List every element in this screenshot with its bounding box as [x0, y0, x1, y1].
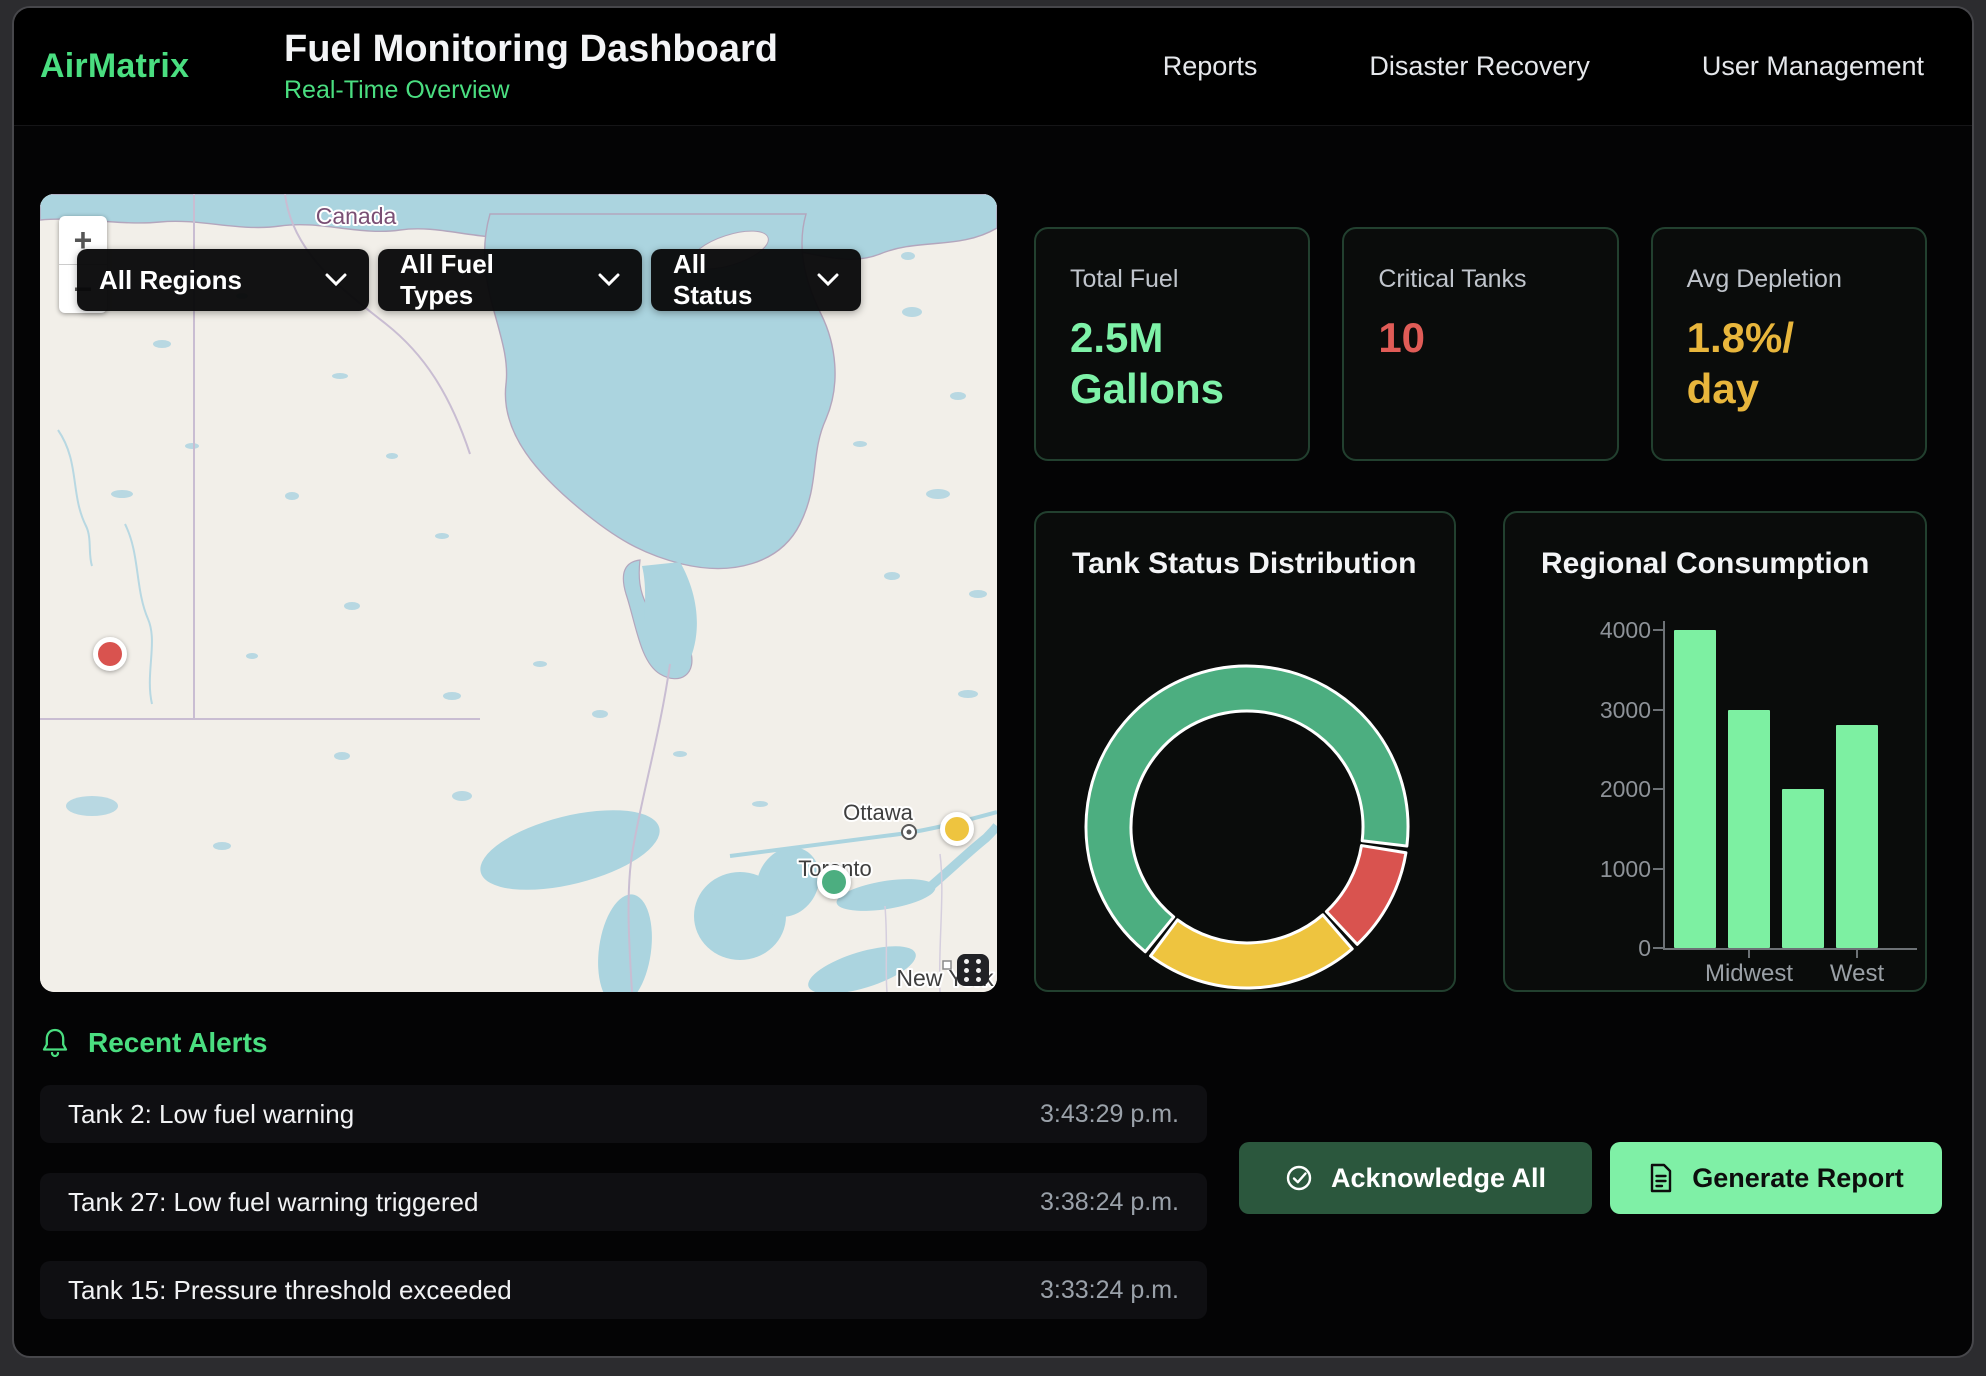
regional-consumption-card: Regional Consumption 01000200030004000Mi… [1503, 511, 1927, 992]
map-filters: All Regions All Fuel Types All Status [77, 249, 861, 311]
chevron-down-icon [598, 273, 620, 287]
kpi-avg-depletion: Avg Depletion 1.8%/day [1651, 227, 1927, 461]
fuel-filter-value: All Fuel Types [400, 249, 572, 311]
alert-message: Tank 2: Low fuel warning [68, 1099, 354, 1130]
kpi-label: Avg Depletion [1687, 265, 1891, 294]
bar-Midwest [1728, 710, 1770, 949]
tank-marker-warning[interactable] [940, 812, 974, 846]
kpi-value: 1.8%/day [1687, 312, 1891, 414]
region-filter-dropdown[interactable]: All Regions [77, 249, 369, 311]
status-filter-dropdown[interactable]: All Status [651, 249, 861, 311]
alert-row[interactable]: Tank 2: Low fuel warning 3:43:29 p.m. [40, 1085, 1207, 1143]
bar-West [1836, 725, 1878, 948]
bar-region-3 [1782, 789, 1824, 948]
tank-marker-normal[interactable] [817, 865, 851, 899]
tank-status-distribution-card: Tank Status Distribution [1034, 511, 1456, 992]
kpi-critical-tanks: Critical Tanks 10 [1342, 227, 1618, 461]
kpi-label: Total Fuel [1070, 265, 1274, 294]
map-drag-handle-icon[interactable] [957, 954, 989, 986]
report-document-icon [1648, 1163, 1674, 1193]
alert-timestamp: 3:43:29 p.m. [1040, 1100, 1179, 1129]
map-label-ottawa: Ottawa [843, 800, 913, 825]
kpi-value: 2.5MGallons [1070, 312, 1274, 414]
map-label-canada: Canada [316, 203, 397, 229]
chart-title: Tank Status Distribution [1072, 547, 1416, 581]
tank-marker-critical[interactable] [93, 637, 127, 671]
nav-item-reports[interactable]: Reports [1163, 51, 1258, 82]
check-circle-icon [1285, 1164, 1313, 1192]
map-canvas[interactable]: Canada Ottawa Toronto New York [40, 194, 997, 992]
generate-report-button[interactable]: Generate Report [1610, 1142, 1942, 1214]
generate-report-label: Generate Report [1692, 1163, 1904, 1194]
acknowledge-all-label: Acknowledge All [1331, 1163, 1546, 1194]
kpi-label: Critical Tanks [1378, 265, 1582, 294]
map-panel: Canada Ottawa Toronto New York + − All R… [40, 194, 997, 992]
fuel-type-filter-dropdown[interactable]: All Fuel Types [378, 249, 642, 311]
alert-row[interactable]: Tank 15: Pressure threshold exceeded 3:3… [40, 1261, 1207, 1319]
regional-consumption-bar-chart[interactable]: 01000200030004000MidwestWest [1505, 513, 1929, 994]
bell-icon [40, 1026, 70, 1060]
city-symbol-ottawa [902, 825, 916, 839]
kpi-total-fuel: Total Fuel 2.5MGallons [1034, 227, 1310, 461]
app-window: AirMatrix Fuel Monitoring Dashboard Real… [12, 6, 1974, 1358]
alert-timestamp: 3:38:24 p.m. [1040, 1188, 1179, 1217]
acknowledge-all-button[interactable]: Acknowledge All [1239, 1142, 1592, 1214]
page-title: Fuel Monitoring Dashboard [284, 28, 778, 72]
chevron-down-icon [817, 273, 839, 287]
region-filter-value: All Regions [99, 265, 242, 296]
alert-row[interactable]: Tank 27: Low fuel warning triggered 3:38… [40, 1173, 1207, 1231]
alert-timestamp: 3:33:24 p.m. [1040, 1276, 1179, 1305]
nav-item-disaster-recovery[interactable]: Disaster Recovery [1369, 51, 1590, 82]
alert-message: Tank 15: Pressure threshold exceeded [68, 1275, 512, 1306]
kpi-row: Total Fuel 2.5MGallons Critical Tanks 10… [1034, 227, 1927, 461]
alerts-header: Recent Alerts [40, 1026, 267, 1060]
header: AirMatrix Fuel Monitoring Dashboard Real… [14, 8, 1972, 126]
title-block: Fuel Monitoring Dashboard Real-Time Over… [284, 28, 778, 105]
tank-status-donut-chart[interactable] [1036, 513, 1458, 990]
donut-segment-warning [1151, 915, 1353, 988]
nav-item-user-management[interactable]: User Management [1702, 51, 1924, 82]
brand-logo[interactable]: AirMatrix [40, 47, 284, 86]
kpi-value: 10 [1378, 312, 1582, 363]
status-filter-value: All Status [673, 249, 791, 311]
city-symbol-new-york [943, 961, 951, 969]
alerts-title: Recent Alerts [88, 1027, 267, 1059]
chevron-down-icon [325, 273, 347, 287]
page-subtitle: Real-Time Overview [284, 76, 778, 105]
alert-message: Tank 27: Low fuel warning triggered [68, 1187, 478, 1218]
main-nav: Reports Disaster Recovery User Managemen… [1163, 51, 1924, 82]
bar-region-1 [1674, 630, 1716, 948]
donut-segment-critical [1326, 846, 1406, 945]
